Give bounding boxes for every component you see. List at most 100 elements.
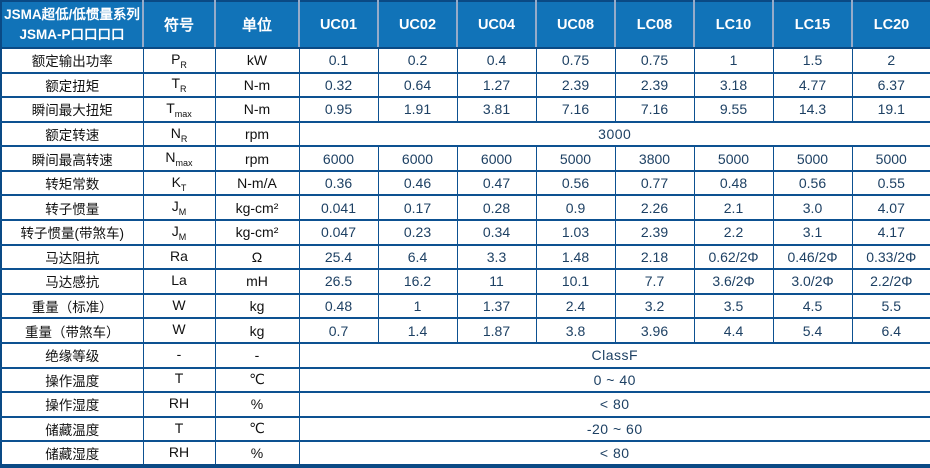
symbol-base: T [174,419,184,436]
row-label: 马达阻抗 [0,243,144,271]
row-symbol: RH [142,391,216,418]
value-cell: 3.2 [614,292,695,320]
symbol-base: RH [168,443,190,460]
value-cell: 11 [456,268,537,295]
row-label: 瞬间最大扭矩 [0,96,144,123]
symbol-base: K [171,173,181,190]
table-row: 马达阻抗 Ra Ω 25.4 6.4 3.3 1.48 2.18 0.62/2Φ 0.46/2Φ 0… [0,243,930,271]
column-header-uc01: UC01 [298,1,378,49]
value-cell: 25.4 [298,243,379,271]
value-cell: 3.96 [614,317,695,344]
row-symbol: W [142,292,216,320]
value-cell: 19.1 [851,96,930,123]
value-cell: 1.48 [535,243,616,271]
symbol-base: J [171,222,179,239]
value-cell: 0.4 [456,47,537,74]
value-cell: 0.17 [377,194,458,222]
symbol-base: T [166,100,175,117]
value-cell: 0.48 [693,169,774,197]
row-symbol: - [142,341,216,369]
merged-value-cell: -20 ~ 60 [298,415,930,443]
row-unit: kW [214,47,300,74]
value-cell: 0.2 [377,47,458,74]
value-cell: 0.047 [298,219,379,246]
row-label: 绝缘等级 [0,341,144,369]
value-cell: 4.5 [772,292,853,320]
row-unit: % [214,440,300,467]
column-header-symbol: 符号 [142,1,215,49]
value-cell: 0.46/2Φ [772,243,853,271]
merged-value-cell: ClassF [298,341,930,369]
series-title-line2: JSMA-P口口口口 [19,26,125,42]
value-cell: 3.0/2Φ [772,268,853,295]
row-unit: kg-cm² [214,194,300,222]
row-unit: rpm [214,120,300,148]
value-cell: 1.91 [377,96,458,123]
value-cell: 0.32 [298,71,379,99]
value-cell: 2.18 [614,243,695,271]
table-row: 额定扭矩 TR N-m 0.32 0.64 1.27 2.39 2.39 3.18 4.77 6.3… [0,71,930,99]
value-cell: 0.56 [772,169,853,197]
header-row: JSMA超低/低惯量系列 JSMA-P口口口口 符号 单位 UC01 UC02 UC… [1,1,930,49]
table-row: 转矩常数 KT N-m/A 0.36 0.46 0.47 0.56 0.77 0.48 0.56 0… [0,169,930,197]
row-label: 重量（带煞车） [0,317,144,344]
symbol-base: La [171,272,187,289]
row-symbol: JM [142,219,216,246]
series-title-cell: JSMA超低/低惯量系列 JSMA-P口口口口 [1,1,143,49]
symbol-base: Ra [170,247,188,264]
value-cell: 0.75 [535,47,616,74]
value-cell: 3.8 [535,317,616,344]
value-cell: 3.3 [456,243,537,271]
value-cell: 7.7 [614,268,695,295]
symbol-base: T [174,370,184,387]
symbol-subscript: T [180,182,187,193]
merged-value-cell: 3000 [298,120,930,148]
value-cell: 6000 [377,145,458,172]
row-unit: Ω [214,243,300,271]
value-cell: 9.55 [693,96,774,123]
table-row: 绝缘等级 - - ClassF [0,341,930,369]
value-cell: 4.17 [851,219,930,246]
row-symbol: JM [142,194,216,222]
row-unit: % [214,391,300,418]
value-cell: 1 [377,292,458,320]
table-row: 转子惯量(带煞车) JM kg-cm² 0.047 0.23 0.34 1.03 2.39 2.… [0,219,930,246]
row-symbol: Ra [142,243,216,271]
row-symbol: NR [142,120,216,148]
row-label: 重量（标准） [0,292,144,320]
value-cell: 2.26 [614,194,695,222]
table-row: 额定转速 NR rpm 3000 [0,120,930,148]
value-cell: 10.1 [535,268,616,295]
column-header-lc10: LC10 [693,1,773,49]
symbol-subscript: M [178,231,187,242]
symbol-subscript: R [180,84,187,95]
row-unit: kg [214,317,300,344]
row-symbol: RH [142,440,216,467]
value-cell: 3.5 [693,292,774,320]
row-symbol: Tmax [142,96,216,123]
value-cell: 0.1 [298,47,379,74]
value-cell: 2.39 [535,71,616,99]
value-cell: 0.9 [535,194,616,222]
value-cell: 3.0 [772,194,853,222]
value-cell: 26.5 [298,268,379,295]
column-header-uc04: UC04 [456,1,536,49]
table-row: 瞬间最大扭矩 Tmax N-m 0.95 1.91 3.81 7.16 7.16 9.55 14.… [0,96,930,123]
table-row: 操作湿度 RH% < 80 [0,391,930,418]
value-cell: 1.03 [535,219,616,246]
row-label: 操作温度 [0,366,144,394]
column-header-lc20: LC20 [851,1,930,49]
series-title-line1: JSMA超低/低惯量系列 [4,6,140,22]
value-cell: 1.87 [456,317,537,344]
symbol-base: J [171,198,179,215]
value-cell: 6.4 [377,243,458,271]
table-row: 马达感抗 La mH 26.5 16.2 11 10.1 7.7 3.6/2Φ 3.0/2Φ 2.2… [0,268,930,295]
value-cell: 16.2 [377,268,458,295]
table-row: 瞬间最高转速 Nmax rpm 6000 6000 6000 5000 3800 5000 500… [0,145,930,172]
value-cell: 2.2/2Φ [851,268,930,295]
symbol-base: RH [168,394,190,411]
value-cell: 0.28 [456,194,537,222]
spec-table-body: 额定输出功率 PR kW 0.1 0.2 0.4 0.75 0.75 1 1.5 2 额定扭矩 TR N-… [0,47,930,467]
value-cell: 2.1 [693,194,774,222]
